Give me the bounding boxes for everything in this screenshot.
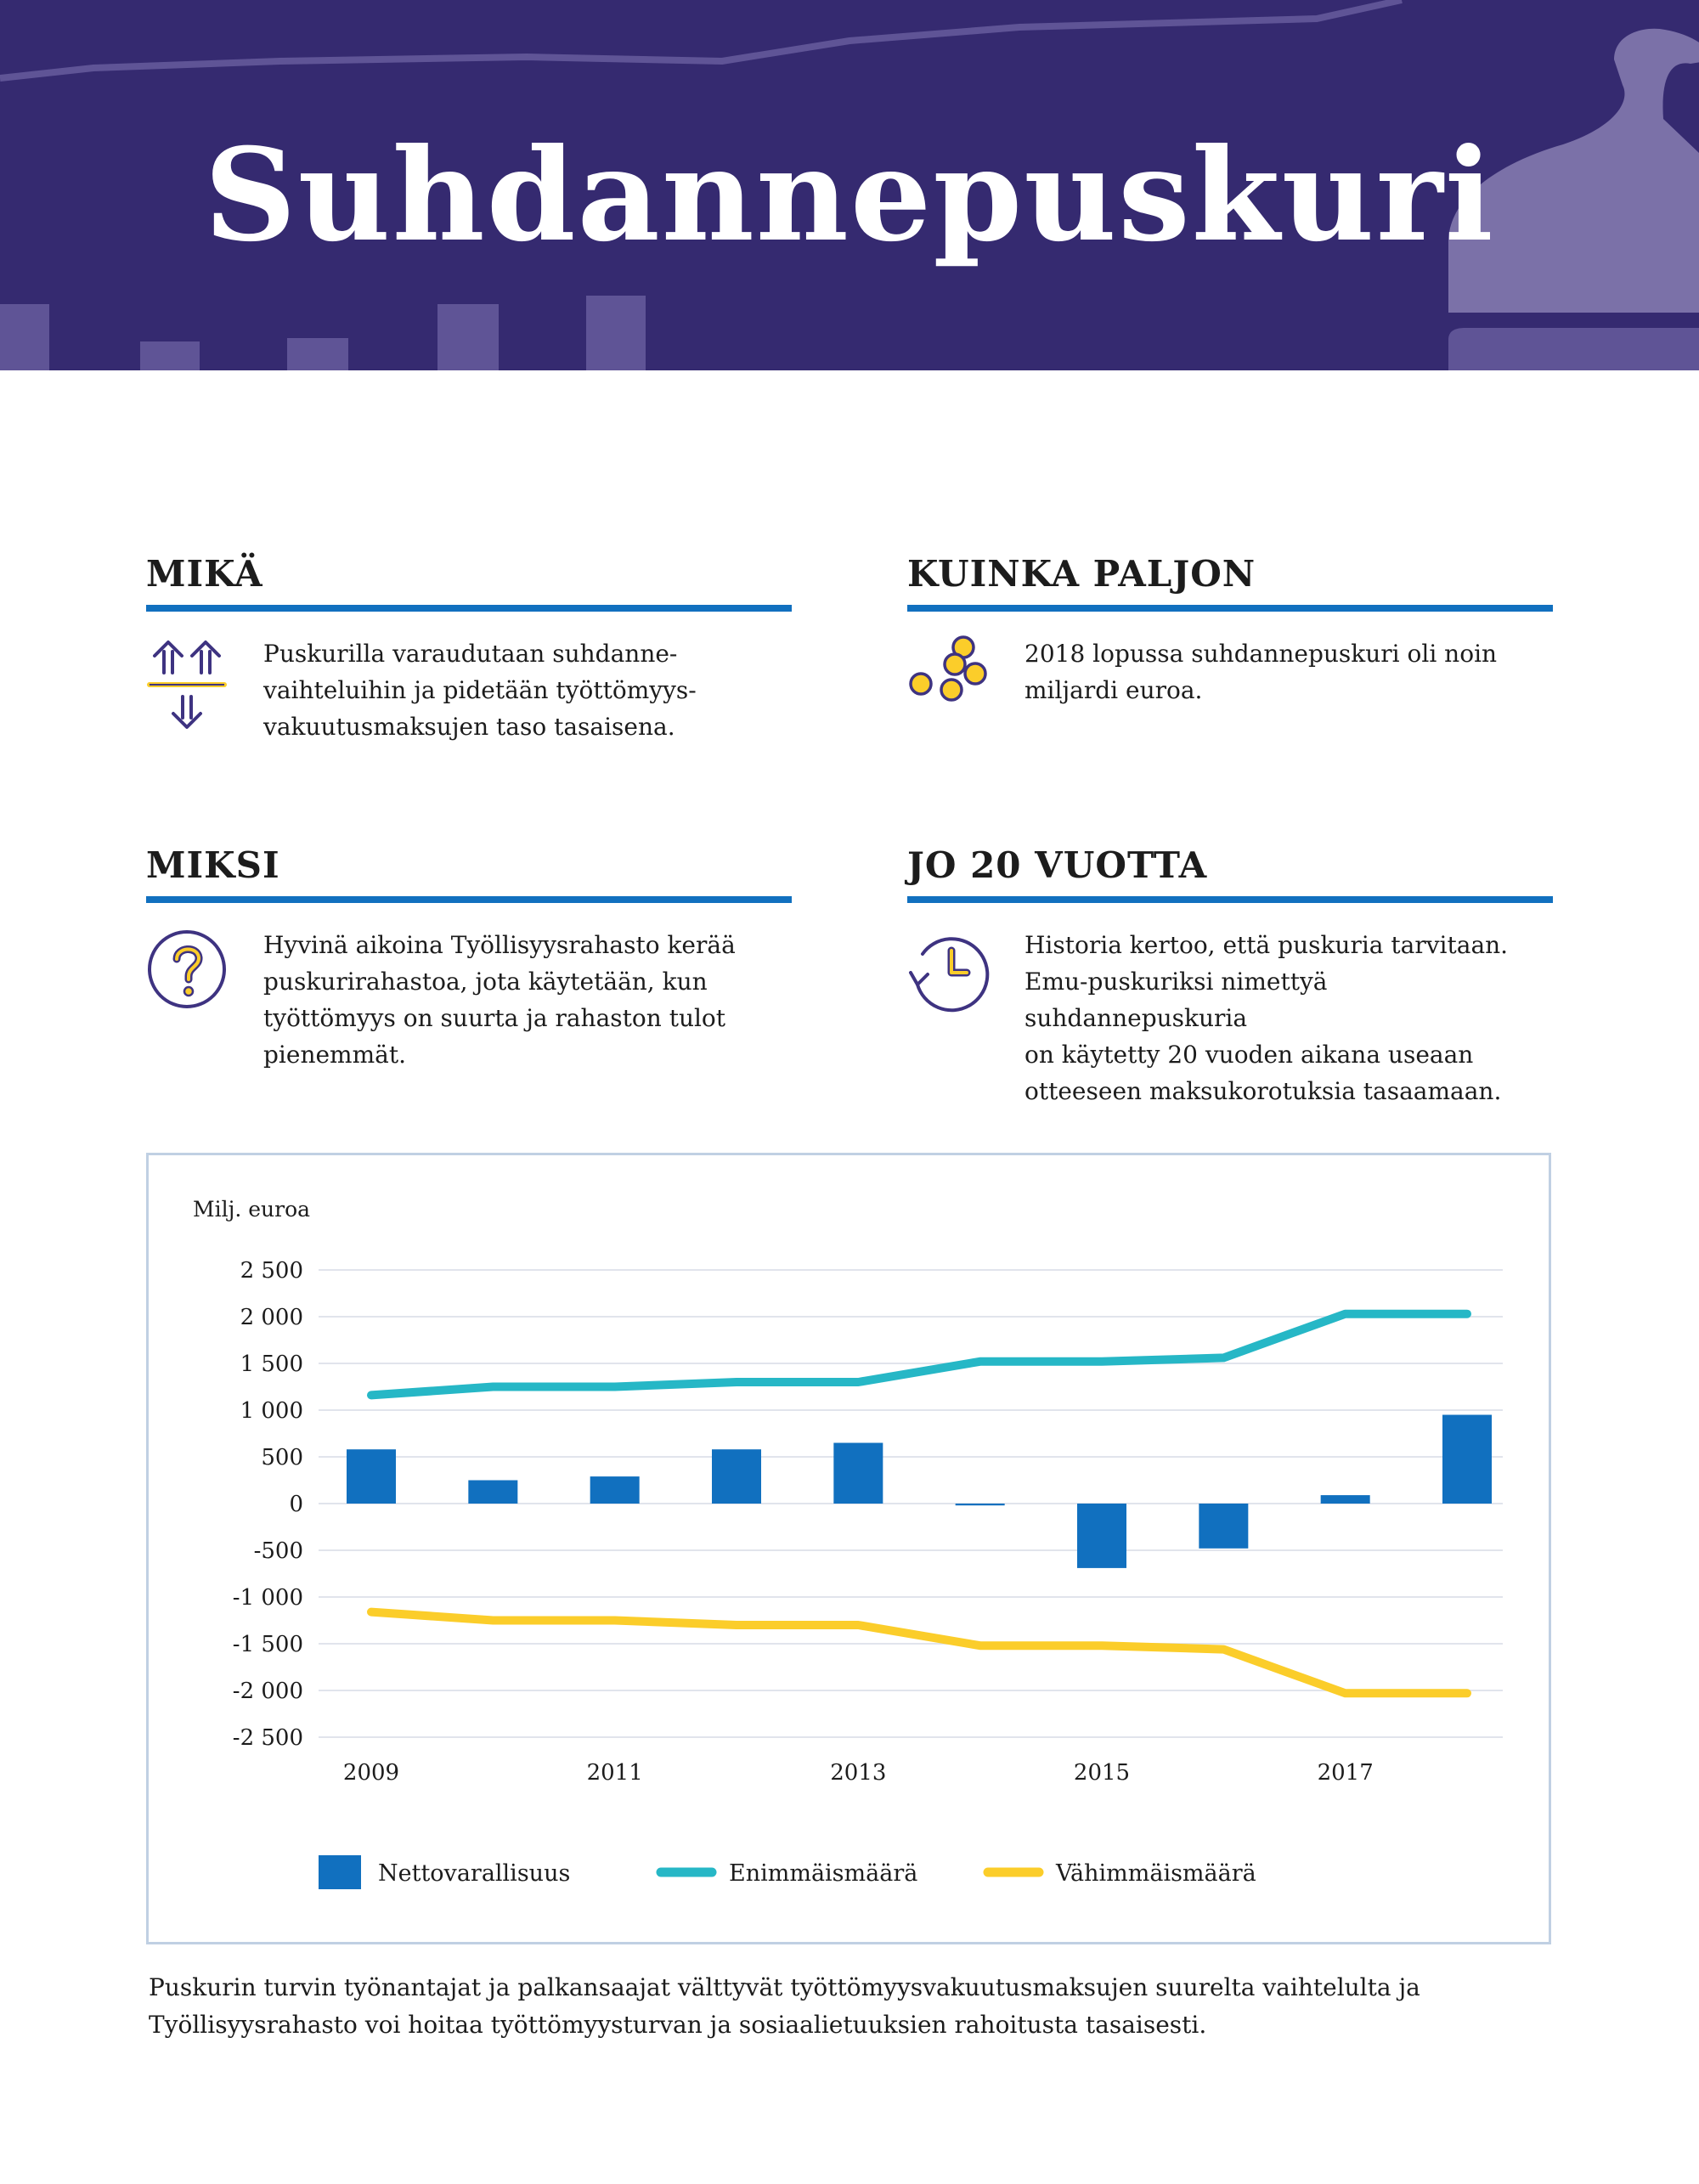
banner-decoration [0, 0, 1699, 370]
section-heading: KUINKA PALJON [907, 552, 1553, 612]
x-tick-label: 2017 [1318, 1760, 1374, 1786]
y-tick-label: 0 [289, 1492, 303, 1517]
x-tick-label: 2011 [587, 1760, 643, 1786]
series-line [367, 1607, 1471, 1698]
chart-container: Milj. euroa 2 500 2 000 1 500 1 000 500 0 -500 -… [146, 1153, 1551, 1944]
section-how-much: KUINKA PALJON 2018 lopussa suhdannepusku… [907, 552, 1553, 737]
section-why: MIKSI Hyvinä aikoina Työllisyysrahasto k… [146, 844, 792, 1073]
y-tick-label: -2 500 [233, 1725, 303, 1751]
chart: Milj. euroa 2 500 2 000 1 500 1 000 500 0 -500 -… [193, 1197, 1503, 1889]
bar [1077, 1504, 1126, 1568]
bar [712, 1449, 761, 1504]
history-clock-icon [907, 927, 992, 1029]
legend-swatch [319, 1855, 361, 1889]
page-title: Suhdannepuskuri [204, 121, 1495, 270]
y-tick-label: -1 000 [233, 1585, 303, 1611]
section-history: JO 20 VUOTTA Historia kertoo, että pusku… [907, 844, 1553, 1109]
footer-text: Puskurin turvin työnantajat ja palkansaa… [149, 1973, 1420, 2039]
section-heading: MIKSI [146, 844, 792, 903]
section-heading: MIKÄ [146, 552, 792, 612]
y-tick-label: -1 500 [233, 1632, 303, 1657]
bar [1199, 1504, 1249, 1549]
y-tick-label: 1 000 [240, 1398, 303, 1424]
bar [1320, 1495, 1370, 1504]
section-text: Historia kertoo, että puskuria tarvitaan… [1024, 931, 1509, 1105]
bar [590, 1476, 640, 1504]
x-tick-label: 2009 [343, 1760, 399, 1786]
section-heading: JO 20 VUOTTA [907, 844, 1553, 903]
x-tick-label: 2013 [830, 1760, 886, 1786]
section-text: Hyvinä aikoina Työllisyysrahasto kerää p… [263, 931, 736, 1069]
legend-label: Vähimmäismäärä [1055, 1860, 1256, 1887]
header-banner: Suhdannepuskuri [0, 0, 1699, 370]
y-tick-label: -2 000 [233, 1679, 303, 1704]
bar [468, 1480, 518, 1504]
bar [833, 1442, 883, 1504]
bar [955, 1504, 1005, 1506]
legend-label: Nettovarallisuus [378, 1860, 570, 1887]
question-icon [146, 927, 231, 1029]
section-what: MIKÄ Puskurilla varaudutaan suhdanne- va… [146, 552, 792, 745]
y-axis-label: Milj. euroa [193, 1197, 310, 1222]
coins-icon [907, 635, 992, 737]
up-down-arrows-icon [146, 635, 231, 737]
section-text: Puskurilla varaudutaan suhdanne- vaihtel… [263, 640, 697, 741]
bar [1442, 1414, 1492, 1504]
section-text: 2018 lopussa suhdannepuskuri oli noin mi… [1024, 640, 1498, 704]
x-tick-label: 2015 [1074, 1760, 1130, 1786]
y-tick-label: 1 500 [240, 1352, 303, 1377]
y-tick-label: 500 [261, 1445, 303, 1470]
y-tick-label: 2 000 [240, 1305, 303, 1330]
bar [347, 1449, 396, 1504]
legend-label: Enimmäismäärä [729, 1860, 917, 1887]
y-tick-label: 2 500 [240, 1258, 303, 1284]
series-line [367, 1309, 1471, 1400]
y-tick-label: -500 [254, 1538, 303, 1564]
